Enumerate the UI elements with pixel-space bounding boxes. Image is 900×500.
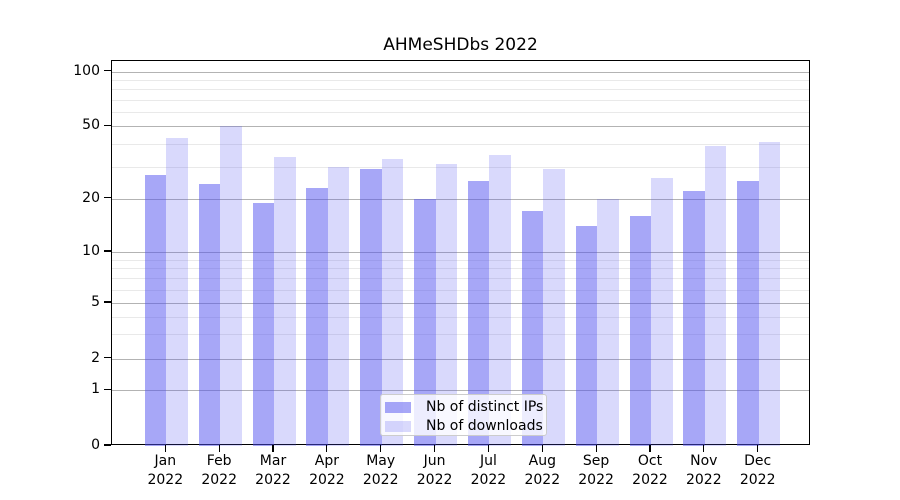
y-tick-mark: [104, 301, 111, 303]
legend-swatch-distinct-ips: [385, 402, 411, 413]
y-tick-mark: [104, 197, 111, 199]
gridline-minor: [112, 268, 809, 270]
x-tick-label: Nov 2022: [685, 453, 722, 488]
y-tick-mark: [104, 388, 111, 390]
gridline-minor: [112, 166, 809, 168]
bar-distinct-ips-jul: [467, 181, 490, 446]
x-tick-label: May 2022: [362, 453, 399, 488]
y-tick-label: 100: [73, 62, 100, 79]
y-tick-mark: [104, 250, 111, 252]
bar-distinct-ips-nov: [683, 191, 705, 446]
y-tick-label: 50: [82, 117, 100, 134]
gridline-major: [112, 303, 809, 304]
gridline-major: [112, 358, 809, 360]
chart-title: AHMeSHDbs 2022: [383, 35, 538, 55]
bar-downloads-may: [381, 159, 404, 446]
bar-distinct-ips-feb: [198, 184, 221, 446]
x-tick-mark: [595, 445, 597, 452]
legend-label-downloads: Nb of downloads: [426, 418, 543, 434]
bar-distinct-ips-oct: [629, 215, 651, 446]
y-tick-label: 0: [91, 437, 100, 453]
x-tick-mark: [487, 445, 489, 452]
x-tick-label: Jan 2022: [147, 453, 184, 488]
bar-distinct-ips-sep: [575, 226, 598, 446]
x-tick-label: Feb 2022: [201, 453, 237, 488]
x-tick-label: Sep 2022: [578, 453, 614, 488]
bar-downloads-feb: [220, 126, 242, 446]
bar-downloads-jan: [166, 138, 188, 446]
gridline-minor: [112, 316, 809, 318]
gridline-major: [112, 126, 809, 128]
bar-downloads-jul: [489, 154, 511, 446]
x-tick-label: Oct 2022: [632, 453, 668, 488]
x-tick-label: Mar 2022: [255, 453, 291, 488]
gridline-major: [112, 198, 809, 200]
x-tick-mark: [164, 445, 166, 452]
y-tick-label: 5: [91, 294, 100, 310]
bar-distinct-ips-jan: [144, 175, 167, 446]
bar-downloads-aug: [543, 169, 565, 446]
gridline-minor: [112, 334, 809, 336]
y-tick-label: 1: [91, 381, 100, 398]
legend-row: Nb of downloads: [381, 417, 546, 436]
y-tick-label: 10: [82, 243, 100, 259]
y-tick-mark: [104, 444, 111, 446]
gridline-minor: [112, 89, 809, 91]
bar-downloads-mar: [274, 156, 296, 446]
gridline-minor: [112, 80, 809, 81]
bar-downloads-apr: [327, 166, 350, 446]
bar-downloads-dec: [758, 142, 781, 446]
x-tick-mark: [703, 445, 705, 452]
x-tick-mark: [326, 445, 328, 452]
x-tick-label: Jun 2022: [416, 453, 453, 488]
gridline-minor: [112, 143, 809, 145]
gridline-minor: [112, 99, 809, 101]
bar-downloads-jun: [435, 164, 458, 446]
gridline-minor: [112, 289, 809, 291]
x-tick-label: Apr 2022: [309, 453, 345, 488]
gridline-minor: [112, 278, 809, 280]
gridline-minor: [112, 111, 809, 113]
plot-area: [111, 60, 810, 446]
y-tick-label: 2: [91, 349, 100, 366]
bar-distinct-ips-aug: [521, 211, 544, 446]
legend: Nb of distinct IPs Nb of downloads: [380, 394, 547, 436]
y-tick-label: 20: [82, 189, 100, 206]
bar-distinct-ips-apr: [306, 187, 328, 446]
bar-distinct-ips-mar: [252, 202, 274, 446]
y-tick-mark: [104, 357, 111, 359]
bar-distinct-ips-may: [360, 169, 382, 446]
x-tick-label: Aug 2022: [524, 453, 561, 488]
gridline-minor: [112, 259, 809, 261]
legend-row: Nb of distinct IPs: [381, 398, 546, 417]
bar-downloads-oct: [651, 178, 673, 446]
x-tick-mark: [433, 445, 436, 452]
bar-downloads-sep: [597, 198, 619, 446]
x-tick-label: Dec 2022: [739, 453, 776, 488]
x-tick-mark: [218, 445, 220, 452]
bar-distinct-ips-jun: [414, 198, 436, 446]
x-tick-mark: [649, 445, 651, 452]
x-tick-mark: [541, 445, 543, 452]
bar-distinct-ips-dec: [737, 181, 759, 446]
x-tick-mark: [757, 445, 759, 452]
gridline-major: [112, 71, 809, 73]
gridline-major: [112, 252, 809, 253]
x-tick-mark: [380, 445, 382, 452]
y-tick-mark: [104, 70, 111, 72]
y-tick-mark: [104, 124, 111, 126]
legend-swatch-downloads: [385, 421, 411, 432]
legend-label-distinct-ips: Nb of distinct IPs: [426, 399, 544, 415]
x-tick-mark: [272, 445, 274, 452]
bar-downloads-nov: [704, 145, 727, 446]
gridline-major: [112, 390, 809, 392]
x-tick-label: Jul 2022: [470, 453, 507, 488]
